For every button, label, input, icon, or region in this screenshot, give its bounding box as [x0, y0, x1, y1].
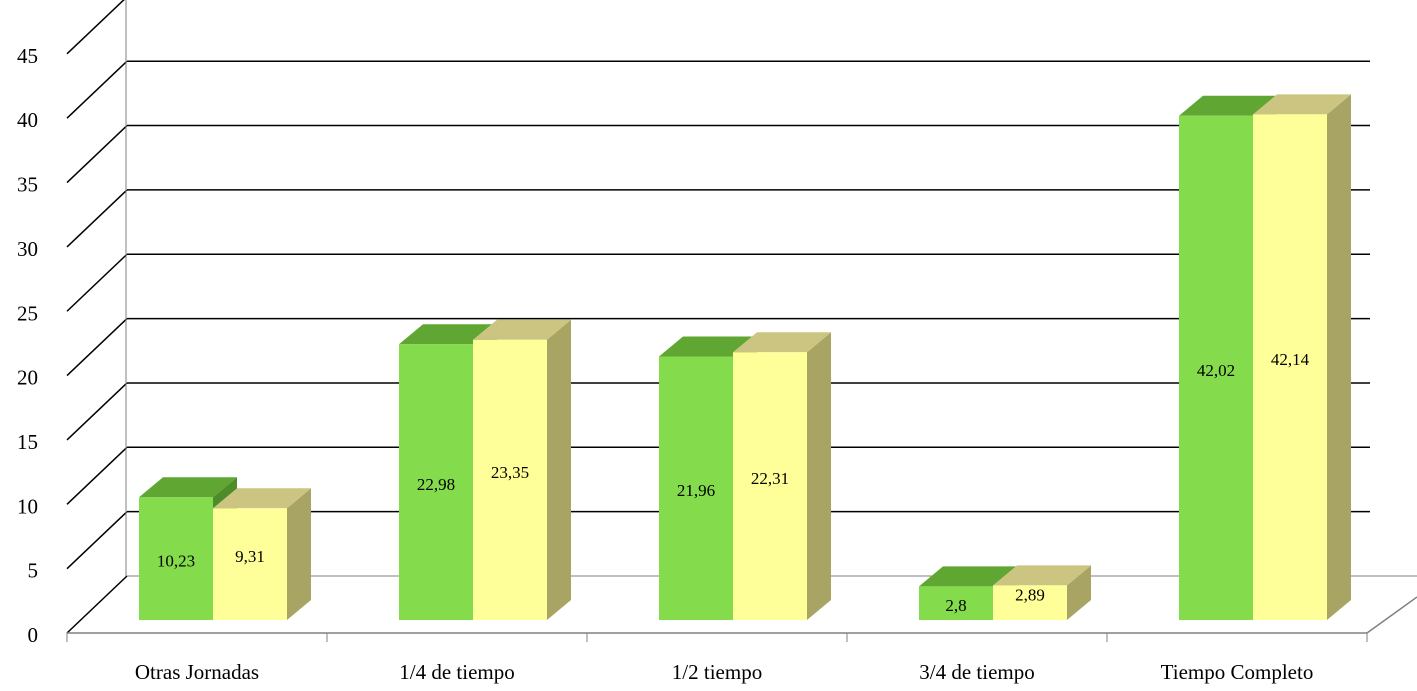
- gridline-depth: [66, 125, 128, 184]
- x-tick-label: 1/4 de tiempo: [399, 660, 514, 684]
- bar-side: [1327, 94, 1351, 620]
- bar-front: [139, 497, 213, 620]
- data-label: 21,96: [677, 481, 715, 500]
- bar-top: [1253, 94, 1351, 115]
- data-label: 42,14: [1271, 350, 1310, 369]
- y-tick-label: 5: [28, 559, 39, 583]
- bar-top: [1179, 95, 1277, 116]
- bar-series2: [213, 488, 311, 620]
- bar-side: [547, 319, 571, 620]
- y-tick-label: 15: [17, 430, 38, 454]
- bar-top: [399, 324, 497, 345]
- x-tick-label: 3/4 de tiempo: [919, 660, 1034, 684]
- bar-series2: [993, 565, 1091, 620]
- data-label: 9,31: [235, 547, 265, 566]
- gridline-depth: [66, 318, 128, 377]
- data-label: 2,8: [945, 596, 966, 615]
- x-tick-label: 1/2 tiempo: [672, 660, 762, 684]
- y-tick-label: 30: [17, 237, 38, 261]
- bar-side: [807, 332, 831, 620]
- bar-series2: [733, 332, 831, 620]
- bar-top: [659, 336, 757, 357]
- bar-series2: [1253, 94, 1351, 620]
- data-labels: 10,23 9,31 22,98 23,35 21,96 22,31 2,8 2,89 42,0…: [157, 350, 1310, 615]
- bar-series1: [919, 566, 1017, 620]
- bar-front: [473, 339, 547, 620]
- data-label: 23,35: [491, 463, 529, 482]
- gridline-depth: [66, 253, 128, 312]
- bar-top: [993, 565, 1091, 586]
- data-label: 42,02: [1197, 361, 1235, 380]
- gridline-depth: [66, 446, 128, 505]
- bar-top: [733, 332, 831, 353]
- data-label: 22,31: [751, 469, 789, 488]
- y-axis-tick-labels: 0 5 10 15 20 25 30 35 40 45: [17, 44, 38, 647]
- bar-front: [993, 585, 1067, 620]
- bar-front: [1179, 115, 1253, 620]
- y-tick-label: 40: [17, 108, 38, 132]
- bar-front: [659, 356, 733, 620]
- data-label: 22,98: [417, 475, 455, 494]
- gridline-depth: [66, 511, 128, 570]
- x-axis-tick-labels: Otras Jornadas 1/4 de tiempo 1/2 tiempo 3/4…: [135, 660, 1313, 684]
- bar-top: [213, 488, 311, 509]
- bar-front: [213, 508, 287, 620]
- gridline-depth: [66, 0, 125, 55]
- x-tick-label: Otras Jornadas: [135, 660, 259, 684]
- bar-front: [733, 352, 807, 620]
- y-tick-label: 25: [17, 301, 38, 325]
- y-tick-label: 45: [17, 44, 38, 68]
- y-tick-label: 10: [17, 494, 38, 518]
- gridline-depth: [66, 189, 128, 248]
- bar-side: [287, 488, 311, 620]
- gridline-depth: [66, 60, 128, 119]
- bar-front: [1253, 114, 1327, 620]
- bar-front: [919, 586, 993, 620]
- bar-front: [399, 344, 473, 620]
- bar-top: [139, 477, 237, 498]
- gridline-depth: [66, 382, 128, 441]
- bar-side: [1067, 565, 1091, 620]
- bar-top: [919, 566, 1017, 587]
- data-label: 10,23: [157, 552, 195, 571]
- data-label: 2,89: [1015, 586, 1045, 605]
- y-tick-label: 0: [28, 623, 39, 647]
- bar-top: [473, 319, 571, 340]
- y-tick-label: 20: [17, 366, 38, 390]
- y-tick-label: 35: [17, 173, 38, 197]
- bar-series2: [473, 319, 571, 620]
- bars: [139, 94, 1351, 620]
- gridline-depth: [66, 575, 128, 634]
- x-tick-label: Tiempo Completo: [1161, 660, 1314, 684]
- floor-right-edge: [1366, 596, 1417, 634]
